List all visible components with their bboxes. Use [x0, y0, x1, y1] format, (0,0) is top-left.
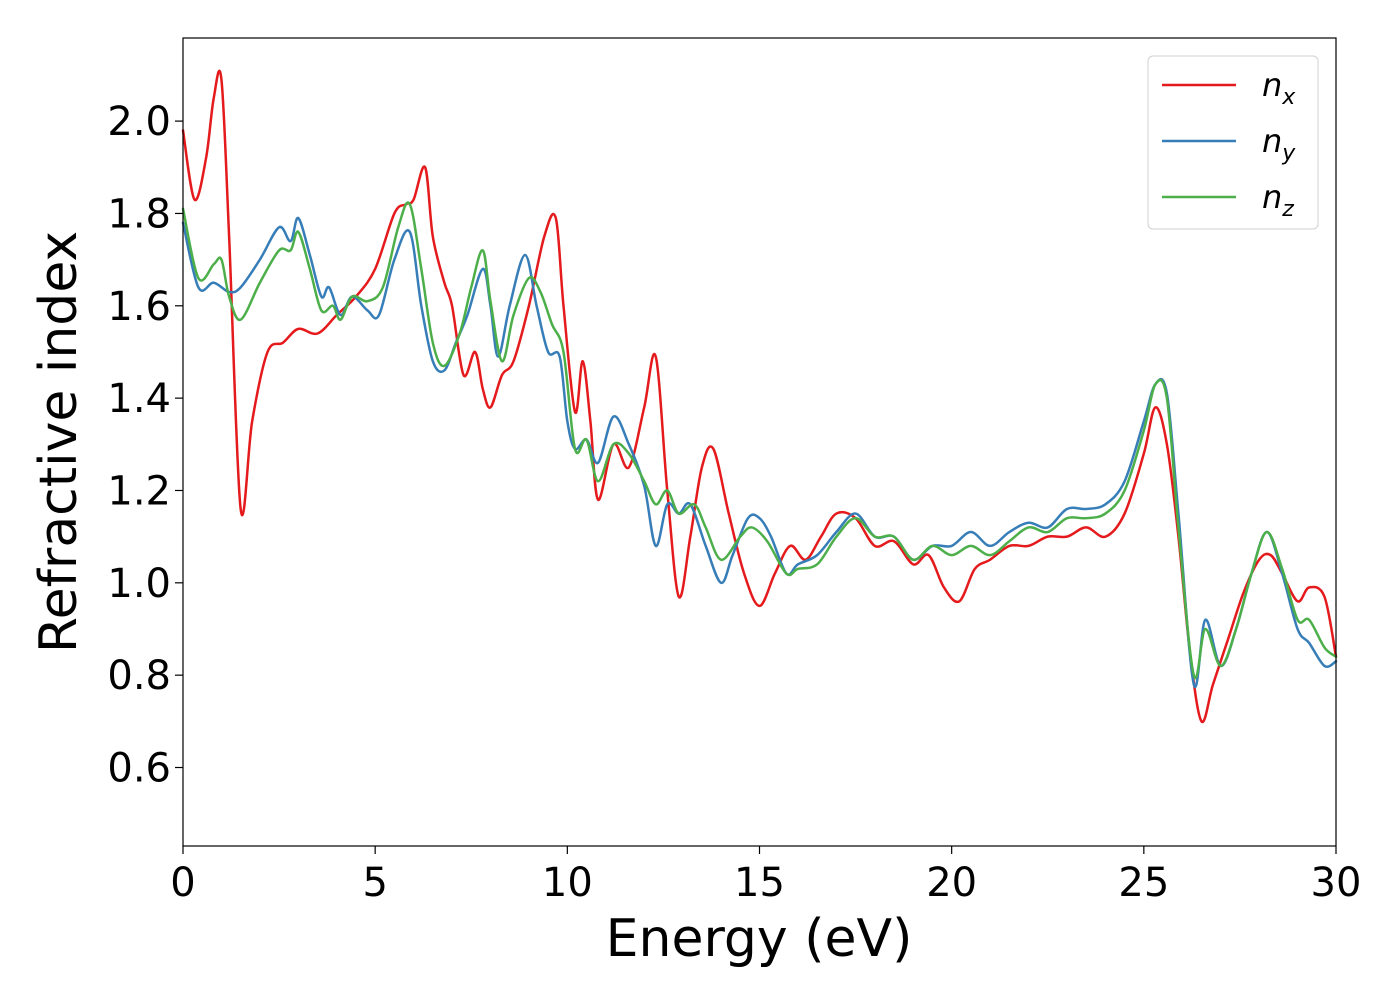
y-tick-label: 1.8	[107, 191, 171, 237]
y-tick-label: 1.6	[107, 284, 171, 330]
y-tick-label: 2.0	[107, 99, 171, 145]
legend: nx ny nz	[1147, 55, 1319, 230]
legend-frame	[1147, 55, 1319, 230]
x-tick-label: 20	[926, 860, 977, 906]
y-tick-label: 1.4	[107, 376, 171, 422]
x-tick-label: 25	[1118, 860, 1169, 906]
y-tick-label: 0.6	[107, 746, 171, 792]
series-line-nz	[181, 201, 1338, 680]
y-tick-label: 1.2	[107, 468, 171, 514]
x-tick-label: 30	[1311, 860, 1362, 906]
y-tick-label: 1.0	[107, 561, 171, 607]
legend-label-ny: ny	[1262, 122, 1296, 166]
x-tick-label: 0	[170, 860, 195, 906]
x-tick-label: 10	[542, 860, 593, 906]
legend-label-nx: nx	[1262, 66, 1296, 110]
y-tick-label: 0.8	[107, 653, 171, 699]
legend-label-nz: nz	[1262, 178, 1294, 222]
x-axis-ticks: 0 5 10 15 20 25 30	[170, 846, 1361, 906]
x-axis-label: Energy (eV)	[606, 909, 913, 969]
y-axis-label: Refractive index	[29, 231, 89, 653]
y-axis-ticks: 0.6 0.8 1.0 1.2 1.4 1.6 1.8 2.0	[107, 99, 183, 792]
series-line-nx	[181, 69, 1338, 724]
plot-lines	[181, 69, 1338, 724]
x-tick-label: 5	[362, 860, 387, 906]
x-tick-label: 15	[734, 860, 785, 906]
